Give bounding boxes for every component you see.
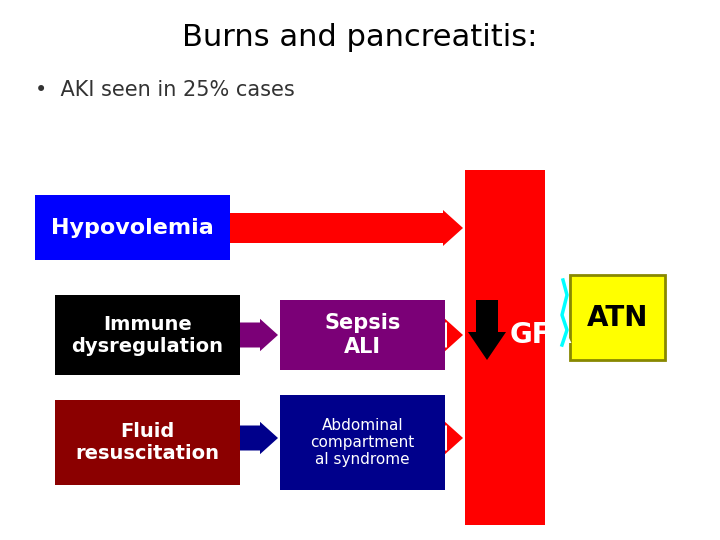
Text: •  AKI seen in 25% cases: • AKI seen in 25% cases — [35, 80, 294, 100]
Bar — [465, 170, 545, 525]
Bar — [570, 275, 665, 360]
Text: Hypovolemia: Hypovolemia — [51, 218, 214, 238]
Bar — [280, 395, 445, 490]
Text: Immune
dysregulation: Immune dysregulation — [71, 314, 223, 355]
FancyArrow shape — [240, 422, 278, 454]
Bar — [280, 300, 445, 370]
Text: Fluid
resuscitation: Fluid resuscitation — [76, 422, 220, 463]
FancyArrow shape — [445, 422, 463, 454]
Text: GFR: GFR — [510, 321, 573, 349]
FancyArrow shape — [230, 210, 463, 246]
Text: Burns and pancreatitis:: Burns and pancreatitis: — [182, 24, 538, 52]
FancyArrow shape — [240, 319, 278, 351]
Bar — [55, 400, 240, 485]
Text: Sepsis
ALI: Sepsis ALI — [324, 313, 401, 356]
Bar — [35, 195, 230, 260]
FancyArrow shape — [468, 300, 506, 360]
FancyArrow shape — [445, 319, 463, 351]
Text: Abdominal
compartment
al syndrome: Abdominal compartment al syndrome — [310, 417, 415, 468]
Bar — [55, 295, 240, 375]
Text: ATN: ATN — [587, 303, 648, 332]
